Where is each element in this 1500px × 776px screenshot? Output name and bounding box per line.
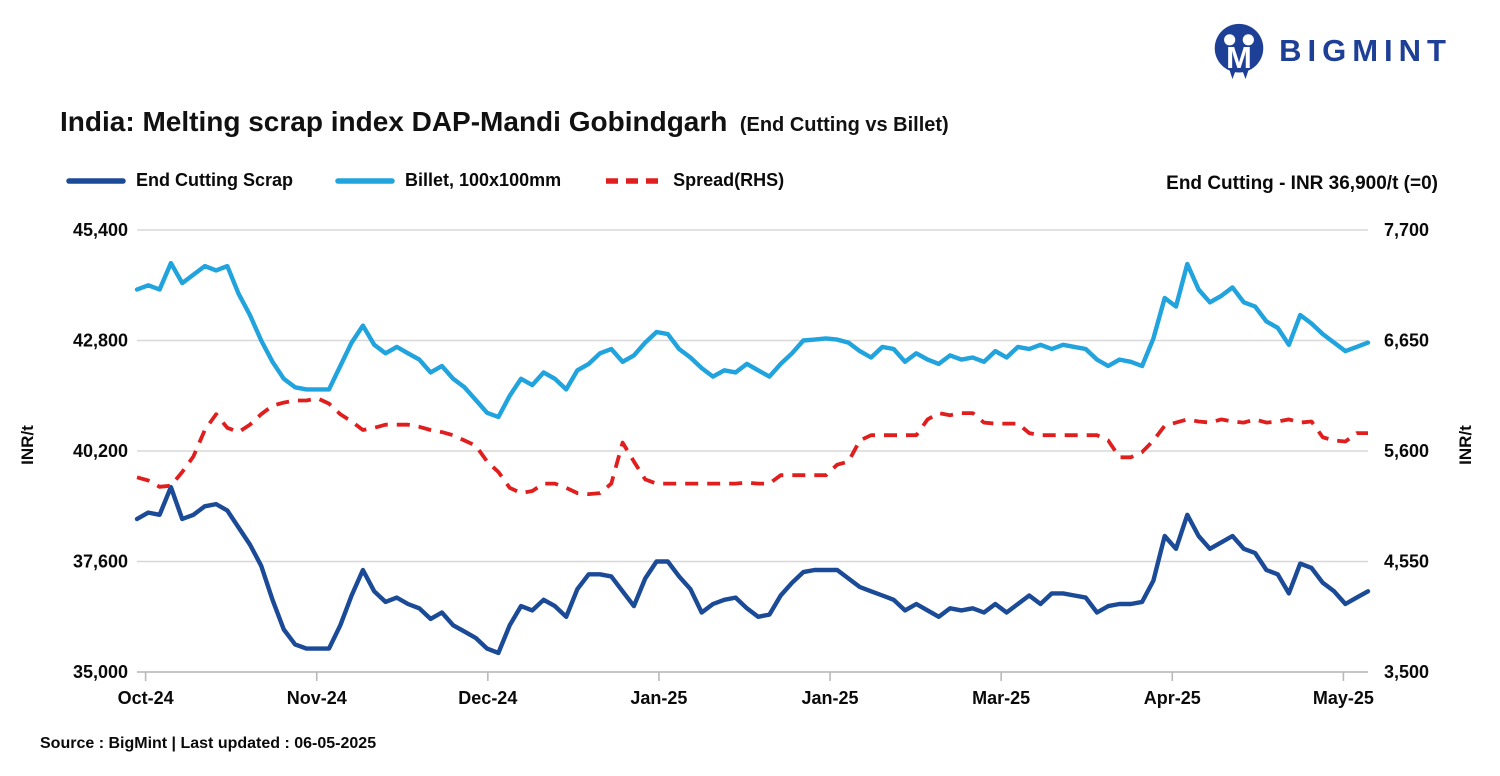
bigmint-logo-icon: M (1214, 23, 1264, 79)
x-tick-label: Oct-24 (118, 688, 174, 708)
source-note: Source : BigMint | Last updated : 06-05-… (40, 735, 377, 752)
end-cutting-annotation: End Cutting - INR 36,900/t (=0) (1166, 173, 1438, 194)
legend-item: Spread(RHS) (603, 170, 784, 191)
chart-title-suffix: (End Cutting vs Billet) (739, 114, 949, 136)
legend-label: Billet, 100x100mm (405, 170, 562, 190)
y-tick-label-left: 35,000 (73, 662, 128, 682)
y-tick-label-right: 3,500 (1384, 662, 1429, 682)
y-tick-label-left: 45,400 (73, 220, 128, 240)
y-tick-label-right: 4,550 (1384, 552, 1429, 572)
y-tick-label-right: 6,650 (1384, 331, 1429, 351)
svg-text:M: M (1226, 40, 1252, 75)
y-tick-label-left: 37,600 (73, 552, 128, 572)
legend-item: Billet, 100x100mm (335, 170, 561, 191)
x-tick-label: Apr-25 (1144, 688, 1201, 708)
chart-title-main: India: Melting scrap index DAP-Mandi Gob… (60, 106, 728, 137)
x-tick-label: May-25 (1313, 688, 1374, 708)
x-tick-label: Mar-25 (972, 688, 1030, 708)
chart-title: India: Melting scrap index DAP-Mandi Gob… (60, 106, 949, 138)
right-axis-unit-label: INR/t (1456, 425, 1476, 465)
y-tick-label-right: 7,700 (1384, 220, 1429, 240)
legend-swatch-dashed (606, 177, 661, 184)
legend-swatch-solid (335, 177, 395, 184)
y-tick-label-right: 5,600 (1384, 441, 1429, 461)
x-tick-label: Jan-25 (630, 688, 687, 708)
y-tick-label-left: 40,200 (73, 441, 128, 461)
x-tick-label: Nov-24 (287, 688, 347, 708)
bigmint-logo: M BIGMINT (1211, 22, 1452, 80)
legend-label: End Cutting Scrap (136, 170, 293, 190)
series-line-billet-100x100mm (134, 260, 1371, 420)
legend-label: Spread(RHS) (673, 170, 785, 190)
left-axis-unit-label: INR/t (17, 425, 37, 465)
bigmint-logo-text: BIGMINT (1279, 33, 1452, 68)
series-line-end-cutting-scrap (134, 484, 1371, 656)
legend-item: End Cutting Scrap (66, 170, 293, 191)
chart-legend: End Cutting Scrap Billet, 100x100mm Spread… (66, 170, 784, 191)
x-tick-label: Jan-25 (802, 688, 859, 708)
legend-swatch-solid (66, 177, 126, 184)
series-line-spread-rhs (136, 396, 1368, 497)
y-tick-label-left: 42,800 (73, 331, 128, 351)
x-tick-label: Dec-24 (458, 688, 517, 708)
